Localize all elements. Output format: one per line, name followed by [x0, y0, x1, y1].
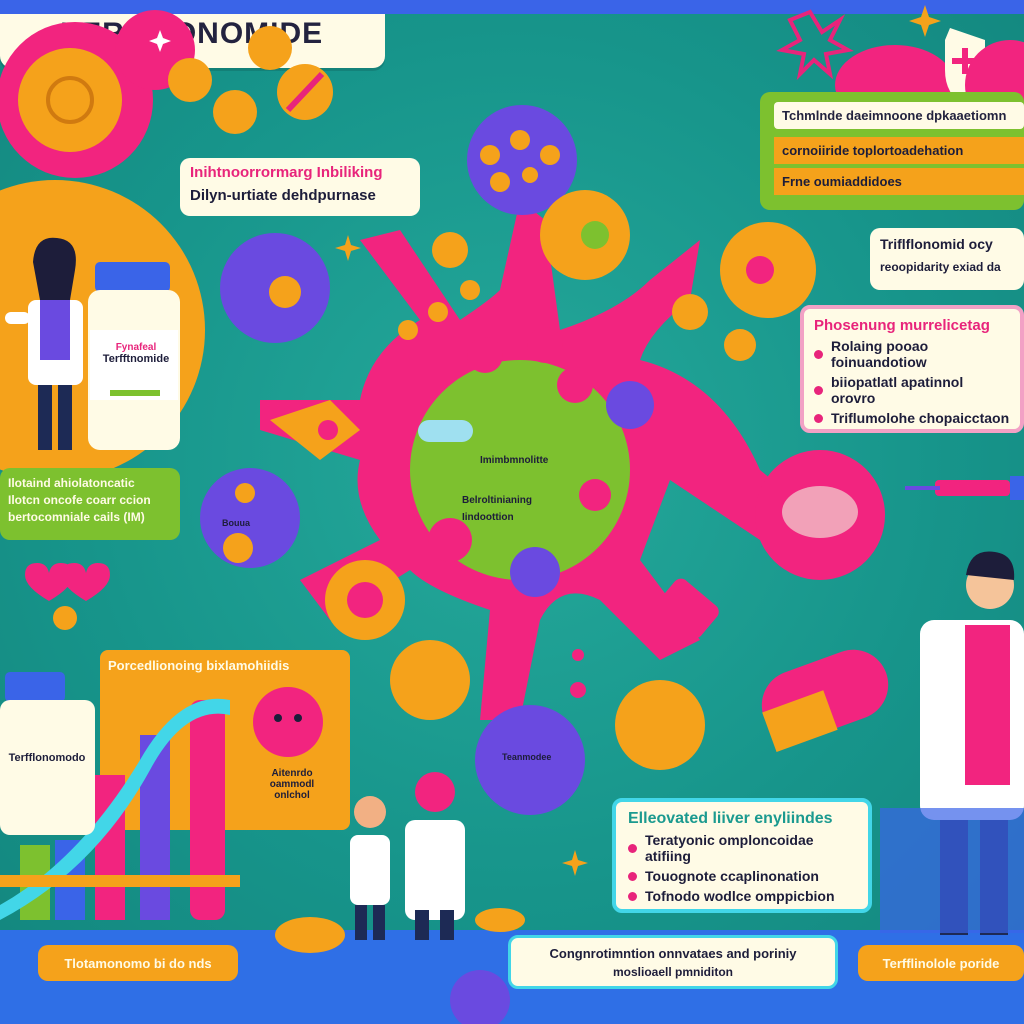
right-panel-item: Rolaing pooao foinuandotiow	[814, 338, 1010, 370]
top-right-panel: Tchmlnde daeimnoone dpkaaetiomn cornoiir…	[760, 92, 1024, 210]
sparkle-icon	[909, 5, 941, 37]
right-panel-header: Phosenung murrelicetag	[814, 317, 990, 334]
liver-panel-item: Teratyonic omploncoidae atifiing	[628, 832, 856, 864]
scientists-pair-icon	[350, 772, 465, 940]
left-green-panel: Ilotaind ahiolatoncatic Ilotcn oncofe co…	[0, 468, 180, 540]
syringe-icon	[905, 476, 1024, 500]
orange-cell-neuron	[615, 680, 705, 770]
bullet-icon	[628, 871, 637, 881]
medicine-bottle-lower-icon	[0, 672, 95, 835]
scientist-woman-icon	[5, 237, 83, 450]
right-panel: Phosenung murrelicetag Rolaing pooao foi…	[800, 305, 1024, 433]
liver-panel-item: Tofnodo wodlce omppicbion	[628, 888, 856, 904]
bullet-icon	[814, 349, 823, 359]
liver-panel: Elleovated liiver enyliindes Teratyonic …	[612, 798, 872, 913]
bottom-cell-label: Teanmodee	[502, 752, 552, 762]
bullet-icon	[628, 891, 637, 901]
top-right-panel-row2: Frne oumiaddidoes	[774, 168, 1024, 195]
footer-right-card: Terfflinolole poride	[858, 945, 1024, 981]
medicine-bottle-icon	[88, 262, 180, 450]
footer-left-card: Tlotamonomo bi do nds	[38, 945, 238, 981]
orange-heart-icon	[168, 58, 212, 102]
heart-icon	[25, 563, 73, 601]
liver-panel-header: Elleovated liiver enyliindes	[628, 810, 833, 827]
left-green-line2: Ilotcn oncofe coarr ccion	[8, 493, 151, 507]
top-left-note-line2: Dilyn-urtiate dehdpurnase	[190, 187, 376, 204]
top-left-note-line1: Inihtnoorrormarg Inbiliking	[190, 164, 383, 181]
tablet-icon	[275, 917, 345, 953]
right-note: Triflflonomid ocy reoopidarity exiad da	[870, 228, 1024, 290]
right-panel-item: biiopatlatl apatinnol orovro	[814, 374, 1010, 406]
top-band	[0, 0, 1024, 14]
bottle-top-label: Fynafeal Terfftnomide	[102, 342, 170, 365]
top-right-panel-header: Tchmlnde daeimnoone dpkaaetiomn	[774, 102, 1024, 129]
hazard-icon	[18, 48, 122, 152]
top-left-note: Inihtnoorrormarg Inbiliking Dilyn-urtiat…	[180, 158, 420, 216]
left-cell-label: Bouua	[222, 518, 250, 528]
purple-cell-bottom	[475, 705, 585, 815]
footer-center-card: Congnrotimntion onnvataes and poriniy mo…	[508, 935, 838, 989]
bullet-icon	[814, 385, 823, 395]
virus-icon	[776, 9, 854, 81]
top-right-panel-row1: cornoiiride toplortoadehation	[774, 137, 1024, 164]
orange-cell-liver	[390, 640, 470, 720]
bullet-icon	[628, 843, 637, 853]
orange-panel-header: Porcedlionoing bixlamohiidis	[108, 658, 290, 673]
smiley-cell-icon	[253, 687, 323, 757]
left-green-line1: Ilotaind ahiolatoncatic	[8, 476, 135, 490]
capsule-icon	[418, 420, 473, 442]
left-green-line3: bertocomniale cails (IM)	[8, 510, 145, 524]
right-panel-item: Triflumolohe chopaicctaon	[814, 410, 1010, 426]
bullet-icon	[814, 413, 823, 423]
bar-chart-illustration	[0, 698, 240, 920]
liver-panel-item: Touognote ccaplinonation	[628, 868, 856, 884]
center-cell-label2: Belroltinianing	[462, 495, 532, 506]
right-note-line2: reoopidarity exiad da	[880, 260, 1001, 274]
center-cell-label1: Imimbmnolitte	[480, 455, 549, 466]
right-note-line1: Triflflonomid ocy	[880, 236, 993, 252]
center-cell-label3: Iindoottion	[462, 512, 514, 523]
bottle-lower-label: Terfflonomodo	[8, 752, 86, 764]
orange-panel-side-text: Aitenrdo oammodl onlchol	[269, 768, 315, 801]
